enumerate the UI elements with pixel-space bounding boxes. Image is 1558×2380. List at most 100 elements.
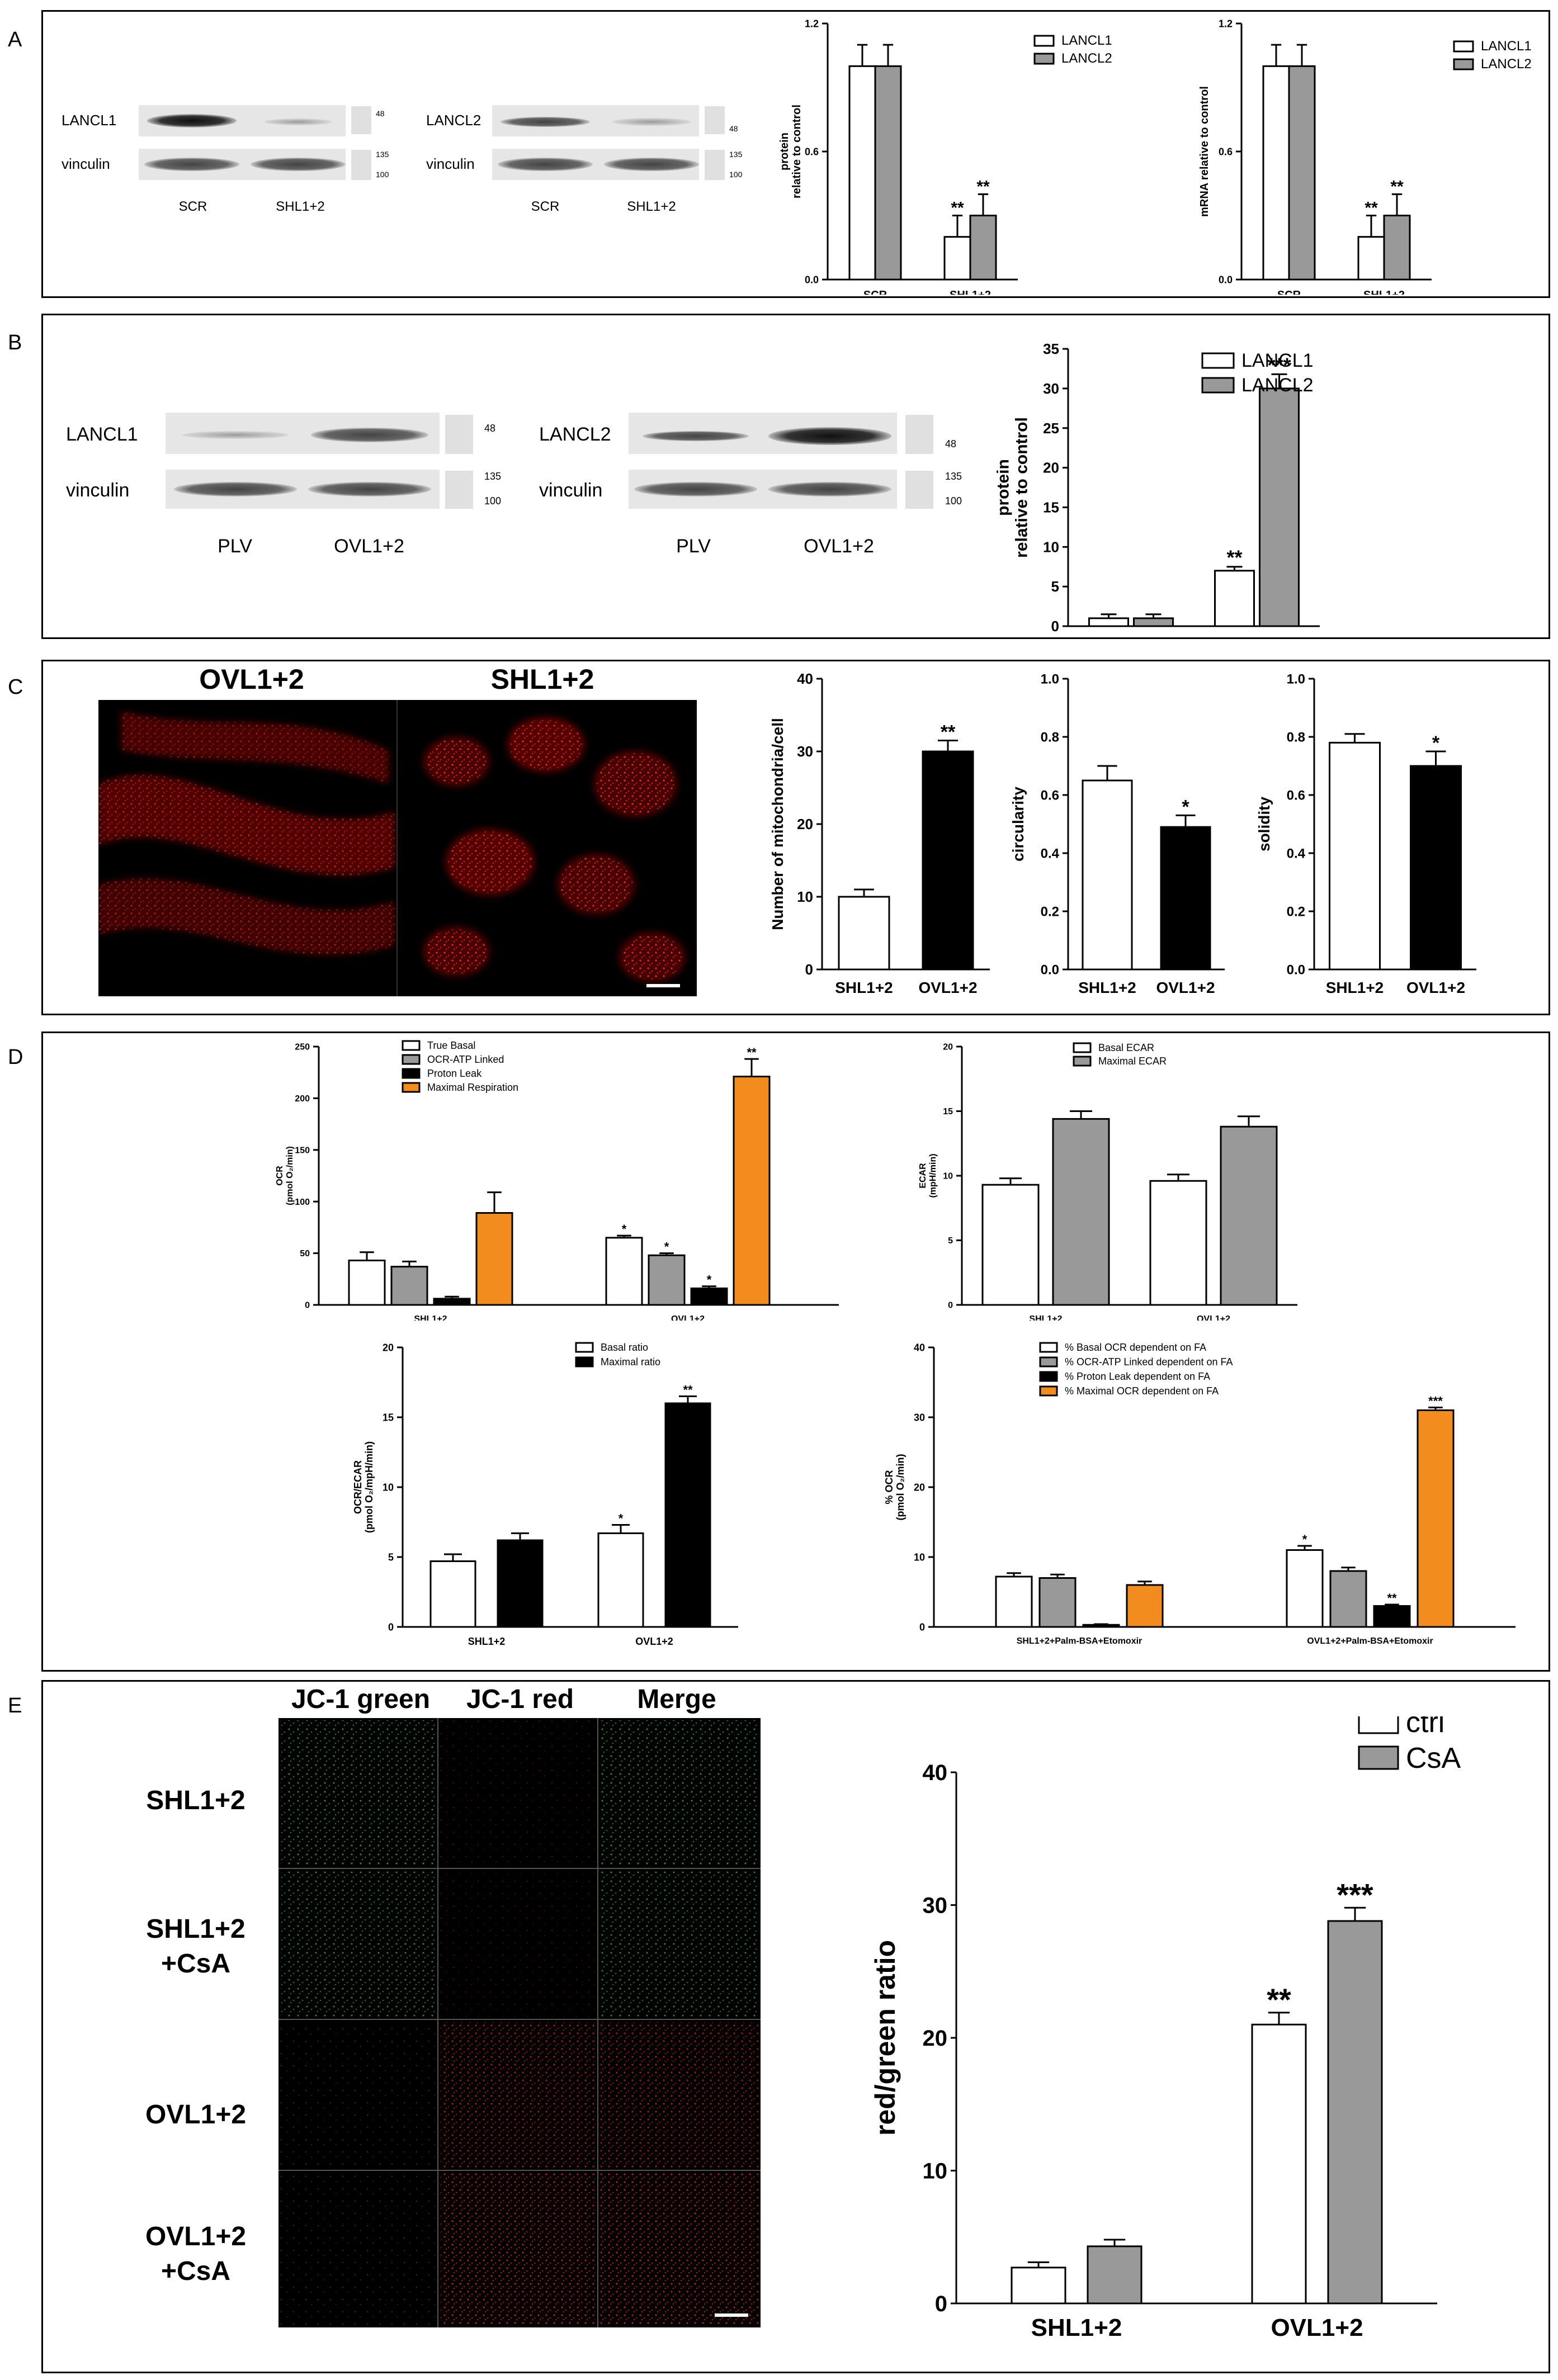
y-tick-label: 150 — [295, 1146, 310, 1155]
y-tick-label: 30 — [797, 743, 813, 760]
y-axis-label: proteinrelative to control — [778, 105, 803, 198]
y-tick-label: 0 — [805, 961, 813, 978]
blot-b1-label-top: LANCL1 — [66, 424, 138, 445]
panel-c-box — [41, 660, 1550, 1015]
bar — [605, 1237, 643, 1306]
chart-c-circularity: 0.0 0.2 0.4 0.6 0.8 1.0 circularity SHL1+2 * OVL1… — [1009, 671, 1225, 996]
bar — [922, 750, 974, 971]
bar — [1082, 1624, 1120, 1628]
legend-label: % OCR-ATP Linked dependent on FA — [1065, 1356, 1233, 1368]
jc1-micrograph-grid — [278, 1718, 761, 2327]
legend-label: Maximal Respiration — [427, 1082, 518, 1093]
chart-c-mitochondria: 0 10 20 30 40 Number of mitochondria/cell SHL1… — [769, 670, 990, 996]
legend-swatch — [1453, 58, 1474, 70]
x-category-label: OVL1+2 — [635, 1636, 673, 1647]
x-category-label: OVL1+2 — [1227, 636, 1286, 637]
bar — [1087, 2245, 1142, 2305]
chart-c1-group: 0 10 20 30 40 Number of mitochondria/cell SHL1… — [769, 670, 990, 996]
y-tick-label: 30 — [1043, 380, 1059, 397]
y-tick-label: 40 — [923, 1761, 948, 1785]
x-category-label: PLV — [1116, 636, 1146, 637]
legend-swatch — [1073, 1056, 1092, 1067]
y-tick-label: 30 — [923, 1894, 948, 1918]
bar — [1149, 1180, 1207, 1306]
chart-c-solidity: 0.0 0.2 0.4 0.6 0.8 1.0 solidity SHL1+2 * OVL1+2 — [1255, 671, 1476, 996]
legend-label: LANCL1 — [1241, 350, 1314, 371]
y-tick-label: 0 — [919, 1621, 925, 1633]
legend-swatch — [1358, 1745, 1399, 1770]
y-tick-label: 0 — [388, 1621, 394, 1633]
y-tick-label: 0.0 — [805, 274, 819, 285]
blot-a2-label-top: LANCL2 — [426, 112, 481, 129]
significance-label: ** — [747, 1045, 757, 1059]
bar — [1357, 236, 1385, 281]
y-tick-label: 0.2 — [1287, 904, 1305, 919]
y-axis-label: circularity — [1009, 787, 1027, 862]
ladder-a1-100: 100 — [376, 170, 389, 179]
micro-title-shl: SHL1+2 — [490, 664, 594, 695]
legend-label: Proton Leak — [427, 1068, 482, 1079]
significance-label: ** — [976, 177, 990, 196]
y-tick-label: 0 — [1051, 618, 1059, 635]
legend-label: Basal ratio — [601, 1342, 648, 1353]
legend-label: LANCL1 — [1481, 39, 1532, 54]
blot-b2-label-bottom: vinculin — [539, 480, 603, 501]
significance-label: * — [622, 1222, 627, 1236]
blot-a2-label-bottom: vinculin — [426, 155, 475, 172]
y-axis-label: ECAR(mpH/min) — [918, 1153, 938, 1198]
lane-a1-1: SCR — [178, 199, 207, 214]
x-category-label: SCR — [863, 289, 887, 295]
chart-a2-group: 0.0 0.6 1.2 mRNA relative to control SCR ** **… — [1198, 18, 1532, 295]
bar — [664, 1402, 711, 1628]
legend-swatch — [575, 1356, 594, 1368]
y-tick-label: 15 — [943, 1107, 953, 1116]
legend-label: LANCL2 — [1061, 51, 1112, 66]
panel-a-box — [41, 10, 1550, 298]
chart-d-ecar: 0 5 10 15 20 ECAR(mpH/min) SHL1+2 OVL1+2 Basal E… — [918, 1042, 1297, 1321]
legend-swatch — [1073, 1042, 1092, 1053]
legend-label: LANCL1 — [1061, 33, 1112, 48]
ladder-b1-48: 48 — [484, 423, 496, 434]
y-tick-label: 10 — [383, 1482, 394, 1493]
bar — [1082, 779, 1133, 971]
y-tick-label: 20 — [1043, 460, 1059, 476]
jc-row-1: SHL1+2 — [146, 1786, 245, 1815]
bar — [1038, 1577, 1077, 1628]
significance-label: ** — [1390, 177, 1404, 196]
bar — [1126, 1584, 1164, 1628]
y-tick-label: 1.2 — [1219, 18, 1233, 29]
y-tick-label: 40 — [797, 670, 813, 687]
ladder-a2-135: 135 — [729, 150, 743, 159]
legend-swatch — [402, 1068, 421, 1079]
y-tick-label: 0.6 — [805, 146, 819, 157]
bar — [1220, 1125, 1278, 1306]
lane-b2-2: OVL1+2 — [804, 536, 874, 557]
jc-col-merge: Merge — [637, 1685, 716, 1714]
x-category-label: OVL1+2 — [1197, 1314, 1230, 1321]
y-tick-label: 0.0 — [1219, 274, 1233, 285]
y-axis-label: mRNA relative to control — [1198, 86, 1211, 217]
ladder-b2-135: 135 — [945, 471, 962, 482]
y-tick-label: 35 — [1043, 340, 1059, 357]
y-tick-label: 20 — [914, 1482, 925, 1493]
bar — [429, 1560, 476, 1628]
western-blot-b1 — [166, 413, 473, 509]
y-tick-label: 0.0 — [1041, 962, 1059, 977]
bar — [597, 1532, 644, 1628]
y-tick-label: 0.4 — [1287, 846, 1306, 861]
y-tick-label: 0.8 — [1287, 730, 1305, 745]
legend-swatch — [402, 1054, 421, 1065]
y-tick-label: 25 — [1043, 420, 1059, 437]
jc-row-4: OVL1+2 +CsA — [145, 2222, 247, 2286]
bar — [874, 65, 902, 281]
y-tick-label: 50 — [300, 1249, 310, 1258]
y-tick-label: 30 — [914, 1412, 925, 1423]
lane-b1-1: PLV — [218, 536, 252, 557]
chart-d2-group: 0 5 10 15 20 ECAR(mpH/min) SHL1+2 OVL1+2 Basal E… — [918, 1042, 1297, 1321]
legend-swatch — [1039, 1342, 1058, 1353]
x-category-label: SHL1+2 — [950, 289, 991, 295]
bar — [981, 1184, 1040, 1306]
jc-col-green: JC-1 green — [291, 1685, 431, 1714]
